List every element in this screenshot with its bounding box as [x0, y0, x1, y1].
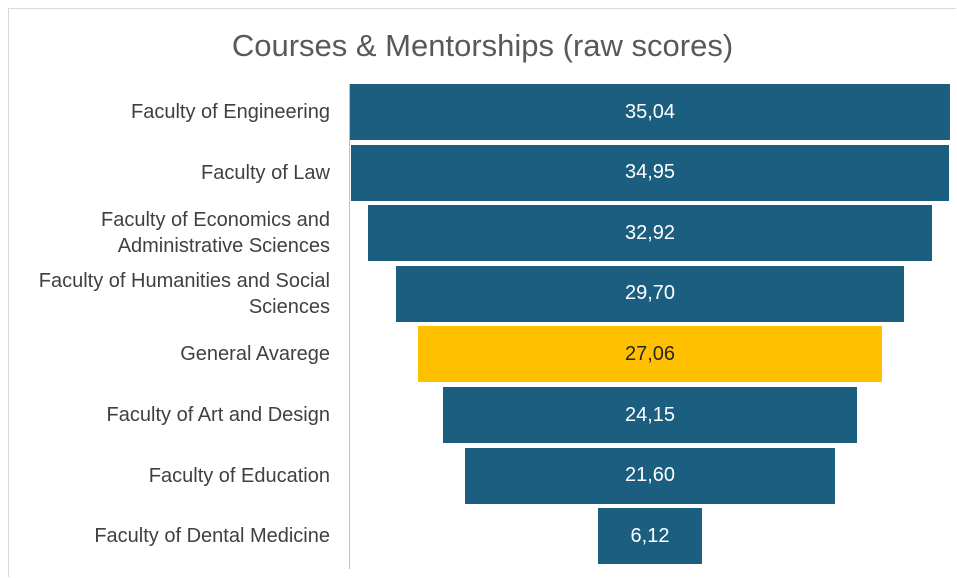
value-label: 27,06 — [624, 342, 676, 365]
value-label: 34,95 — [624, 161, 676, 184]
bar — [597, 508, 703, 565]
category-label: Faculty of Humanities and Social Science… — [38, 269, 330, 318]
bar — [350, 144, 950, 201]
category-label: Faculty of Dental Medicine — [94, 525, 330, 548]
bar — [443, 387, 857, 443]
category-label: Faculty of Art and Design — [106, 404, 330, 426]
category-label: Faculty of Education — [148, 464, 330, 487]
frame — [8, 8, 956, 577]
bar — [465, 447, 835, 504]
value-label: 21,60 — [624, 464, 676, 487]
category-label: Faculty of Economics and Administrative … — [101, 209, 330, 258]
bar — [395, 265, 905, 322]
chart-title: Courses & Mentorships (raw scores) — [231, 28, 734, 63]
value-label: 32,92 — [624, 221, 676, 244]
category-label: Faculty of Law — [201, 161, 330, 184]
bar — [350, 84, 950, 140]
value-label: 29,70 — [624, 282, 676, 305]
bar — [368, 205, 932, 262]
value-label: 6,12 — [630, 524, 670, 547]
category-label: Faculty of Engineering — [130, 101, 330, 123]
bar — [418, 326, 882, 383]
value-label: 35,04 — [624, 100, 676, 123]
axis-line — [349, 84, 350, 569]
category-label: General Avarege — [180, 343, 330, 366]
value-label: 24,15 — [624, 403, 676, 426]
